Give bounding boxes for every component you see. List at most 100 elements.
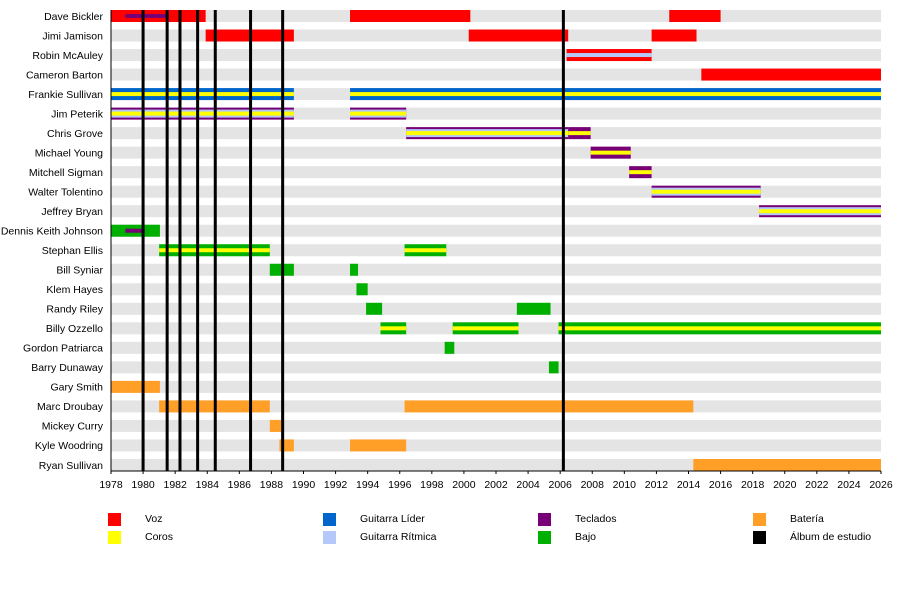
member-name: Kyle Woodring [35, 440, 103, 452]
legend-item-keyboards: Teclados [538, 512, 616, 526]
x-tick-label: 2020 [773, 479, 797, 491]
row-band [111, 341, 881, 354]
member-bar-keyboards [125, 14, 169, 18]
member-bar-rhythm [566, 53, 652, 58]
legend-item-lead: Guitarra Líder [323, 512, 425, 526]
album-line [281, 10, 285, 471]
album-line [196, 10, 200, 471]
legend-swatch [108, 512, 121, 526]
member-bar-backing [380, 326, 407, 331]
member-bar-backing [558, 326, 881, 331]
x-tick-label: 1994 [356, 479, 380, 491]
member-bar-vocals [468, 29, 569, 42]
member-bar-backing [406, 131, 569, 136]
member-name: Barry Dunaway [31, 362, 104, 374]
x-tick-label: 2026 [869, 479, 893, 491]
x-tick-label: 2004 [516, 479, 540, 491]
member-name: Jimi Jamison [42, 30, 103, 42]
x-tick-label: 2012 [645, 479, 669, 491]
legend-item-vocals: Voz [108, 512, 163, 526]
member-name: Ryan Sullivan [39, 460, 103, 472]
x-tick-label: 2022 [805, 479, 829, 491]
member-bar-backing [350, 111, 407, 116]
row-band [111, 244, 881, 257]
member-name: Robin McAuley [32, 50, 103, 62]
x-tick-label: 1980 [131, 479, 155, 491]
member-name: Mickey Curry [42, 421, 104, 433]
legend-item-drums: Batería [753, 512, 824, 526]
x-tick-label: 2024 [837, 479, 861, 491]
album-line [141, 10, 145, 471]
row-band [111, 361, 881, 374]
row-band [111, 439, 881, 452]
x-tick-label: 2002 [484, 479, 508, 491]
legend-swatch [323, 530, 336, 544]
x-tick-label: 2008 [581, 479, 605, 491]
x-tick-label: 1988 [260, 479, 284, 491]
member-bar-bass [444, 341, 455, 354]
x-tick-label: 1982 [163, 479, 187, 491]
member-name: Walter Tolentino [28, 186, 103, 198]
member-name: Billy Ozzello [46, 323, 103, 335]
member-bar-backing [350, 92, 881, 97]
member-name: Gary Smith [50, 382, 103, 394]
x-tick-label: 1978 [99, 479, 123, 491]
row-band [111, 380, 881, 393]
member-name: Bill Syniar [56, 265, 103, 277]
x-tick-label: 1990 [292, 479, 316, 491]
member-name: Dennis Keith Johnson [1, 226, 103, 238]
member-bar-backing [651, 189, 761, 194]
member-bar-vocals [651, 29, 697, 42]
member-name: Dave Bickler [44, 11, 103, 23]
x-tick-label: 1996 [388, 479, 412, 491]
row-band [111, 302, 881, 315]
member-name: Stephan Ellis [42, 245, 103, 257]
member-bar-backing [629, 170, 652, 175]
legend-item-album: Álbum de estudio [753, 530, 871, 544]
x-tick-label: 2018 [741, 479, 765, 491]
member-bar-drums [111, 380, 160, 393]
member-name: Frankie Sullivan [28, 89, 103, 101]
x-tick-label: 1998 [420, 479, 444, 491]
member-bar-bass [356, 283, 368, 296]
member-bar-bass [366, 302, 383, 315]
member-bar-drums [693, 458, 881, 471]
row-band [111, 185, 881, 198]
member-bar-vocals [350, 10, 471, 22]
x-tick-label: 1984 [196, 479, 220, 491]
row-band [111, 68, 881, 81]
member-bar-bass [516, 302, 551, 315]
member-name: Chris Grove [47, 128, 103, 140]
album-line [249, 10, 253, 471]
legend-label: Batería [790, 513, 824, 525]
member-bar-drums [269, 419, 282, 432]
member-bar-drums [350, 439, 407, 452]
legend-swatch [538, 512, 551, 526]
member-bar-backing [590, 150, 631, 155]
legend-label: Bajo [575, 531, 597, 543]
member-bar-vocals [669, 10, 721, 22]
album-line [178, 10, 182, 471]
member-name: Jeffrey Bryan [41, 206, 103, 218]
member-bar-backing [111, 92, 294, 97]
x-tick-label: 1992 [324, 479, 348, 491]
member-bar-backing [404, 248, 447, 253]
row-band [111, 107, 881, 120]
member-bar-backing [111, 111, 294, 116]
row-band [111, 205, 881, 218]
legend-swatch [753, 512, 766, 526]
legend-item-bass: Bajo [538, 530, 596, 544]
member-bar-vocals [701, 68, 881, 81]
member-bar-keyboards [125, 228, 145, 233]
x-tick-label: 2000 [452, 479, 476, 491]
album-line [165, 10, 169, 471]
legend-label: Álbum de estudio [790, 531, 872, 543]
x-tick-label: 1986 [228, 479, 252, 491]
legend-item-backing: Coros [108, 530, 173, 544]
member-bar-bass [548, 361, 559, 374]
legend-item-rhythm: Guitarra Rítmica [323, 530, 436, 544]
row-band [111, 458, 881, 471]
member-name: Gordon Patriarca [23, 343, 103, 355]
legend-swatch [753, 530, 766, 544]
